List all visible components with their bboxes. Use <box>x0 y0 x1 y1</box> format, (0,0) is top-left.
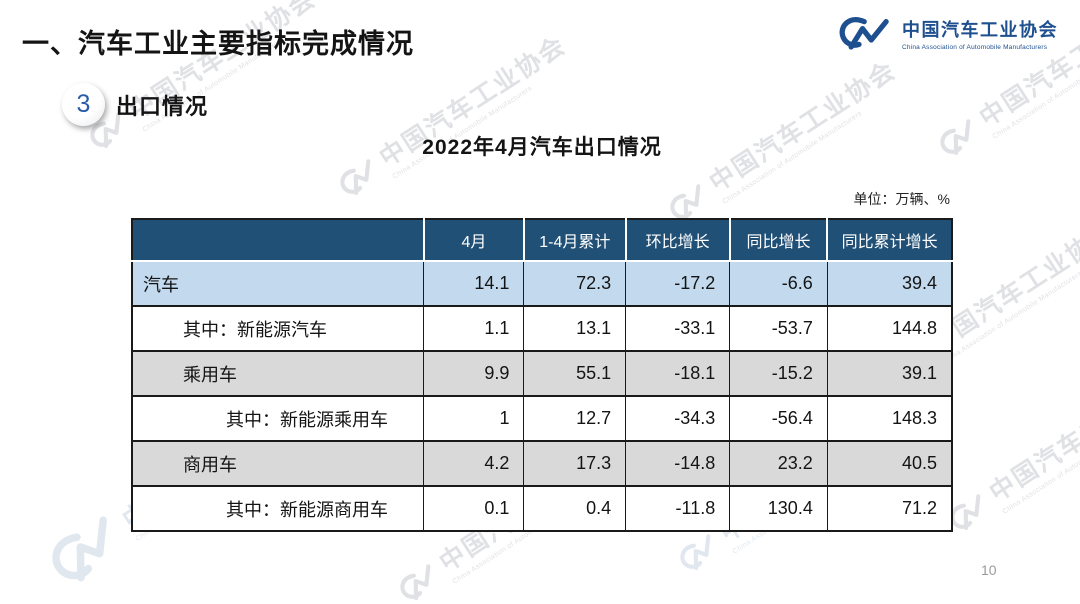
row-label: 其中：新能源乘用车 <box>132 396 424 442</box>
section-number-badge: 3 <box>62 83 105 126</box>
cell-value: 71.2 <box>826 486 952 532</box>
row-label: 乘用车 <box>132 351 424 397</box>
table-row: 乘用车 9.9 55.1 -18.1 -15.2 39.1 <box>132 351 952 397</box>
cell-value: 0.4 <box>523 486 626 532</box>
row-label: 汽车 <box>132 261 424 307</box>
cell-value: 1.1 <box>423 306 524 352</box>
caam-logo: 中国汽车工业协会 China Association of Automobile… <box>838 13 1058 53</box>
table-row: 商用车 4.2 17.3 -14.8 23.2 40.5 <box>132 441 952 487</box>
export-table-header: 4月 1-4月累计 环比增长 同比增长 同比累计增长 <box>132 219 952 262</box>
cell-value: 1 <box>423 396 524 442</box>
cell-value: 144.8 <box>826 306 952 352</box>
row-label: 其中：新能源汽车 <box>132 306 424 352</box>
cell-value: -18.1 <box>625 351 730 397</box>
cell-value: 55.1 <box>523 351 626 397</box>
column-header-yoy-growth: 同比增长 <box>728 219 828 262</box>
section-label: 出口情况 <box>116 93 209 119</box>
cell-value: 39.1 <box>826 351 952 397</box>
cell-value: -56.4 <box>729 396 828 442</box>
logo-name-en: China Association of Automobile Manufact… <box>902 43 1048 51</box>
cell-value: 13.1 <box>523 306 626 352</box>
row-label: 其中：新能源商用车 <box>132 486 424 532</box>
cell-value: -15.2 <box>729 351 828 397</box>
cell-value: 0.1 <box>423 486 524 532</box>
table-row: 汽车 14.1 72.3 -17.2 -6.6 39.4 <box>132 261 952 307</box>
column-header-label <box>132 219 424 262</box>
caam-logo-icon <box>839 17 889 50</box>
cell-value: 14.1 <box>423 261 524 307</box>
column-header-yoy-cumulative-growth: 同比累计增长 <box>826 219 952 262</box>
caam-logo-text: 中国汽车工业协会 China Association of Automobile… <box>902 16 1058 51</box>
row-label: 商用车 <box>132 441 424 487</box>
watermark-text-en: China Association of Automobile Manufact… <box>1001 420 1080 516</box>
cell-value: -17.2 <box>625 261 730 307</box>
cell-value: -33.1 <box>625 306 730 352</box>
cell-value: 12.7 <box>523 396 626 442</box>
watermark-text-cn: 中国汽车工业协会 <box>704 56 902 198</box>
cell-value: 39.4 <box>826 261 952 307</box>
cell-value: -53.7 <box>729 306 828 352</box>
cell-value: 40.5 <box>826 441 952 487</box>
column-header-jan-apr-total: 1-4月累计 <box>522 219 626 262</box>
table-title: 2022年4月汽车出口情况 <box>422 136 662 159</box>
table-row: 其中：新能源汽车 1.1 13.1 -33.1 -53.7 144.8 <box>132 306 952 352</box>
table-row: 其中：新能源商用车 0.1 0.4 -11.8 130.4 71.2 <box>132 486 952 532</box>
cell-value: -6.6 <box>729 261 828 307</box>
watermark-text-cn: 中国汽车工业协会 <box>984 366 1080 508</box>
caam-logo-watermark-icon <box>680 534 711 571</box>
page-number: 10 <box>981 562 997 578</box>
column-header-mom-growth: 环比增长 <box>624 219 730 262</box>
column-header-april: 4月 <box>422 219 524 262</box>
export-table: 4月 1-4月累计 环比增长 同比增长 同比累计增长 汽车 14.1 72.3 -17… <box>131 218 953 532</box>
logo-name-cn: 中国汽车工业协会 <box>902 19 1058 40</box>
caam-logo-watermark-icon <box>52 516 107 582</box>
cell-value: 23.2 <box>729 441 828 487</box>
cell-value: -34.3 <box>625 396 730 442</box>
caam-logo-watermark-icon <box>400 564 431 601</box>
table-row: 其中：新能源乘用车 1 12.7 -34.3 -56.4 148.3 <box>132 396 952 442</box>
cell-value: 130.4 <box>729 486 828 532</box>
cell-value: -14.8 <box>625 441 730 487</box>
cell-value: 148.3 <box>826 396 952 442</box>
watermark-text-en: China Association of Automobile Manufact… <box>941 270 1080 366</box>
cell-value: 9.9 <box>423 351 524 397</box>
cell-value: 4.2 <box>423 441 524 487</box>
cell-value: 72.3 <box>523 261 626 307</box>
export-table-body: 汽车 14.1 72.3 -17.2 -6.6 39.4 其中：新能源汽车 1.1 13.1 -3… <box>132 261 952 532</box>
cell-value: -11.8 <box>625 486 730 532</box>
page-title: 一、汽车工业主要指标完成情况 <box>22 29 414 59</box>
section-header: 3 出口情况 <box>62 83 208 126</box>
unit-note: 单位：万辆、% <box>853 191 950 207</box>
watermark-text-en: China Association of Automobile Manufact… <box>391 85 534 181</box>
cell-value: 17.3 <box>523 441 626 487</box>
